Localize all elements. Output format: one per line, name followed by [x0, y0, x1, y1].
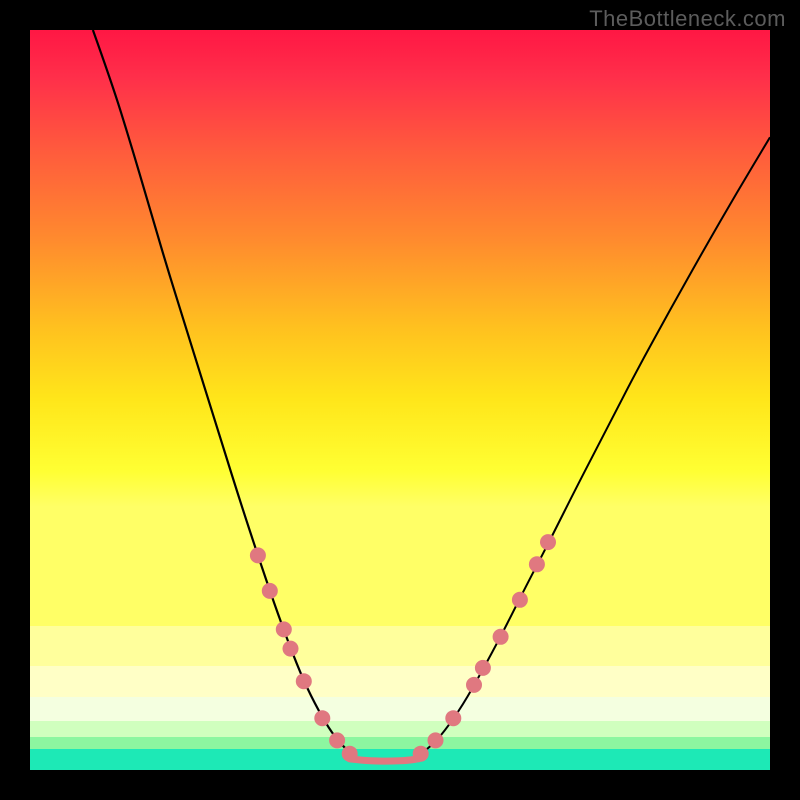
bottom-segment	[350, 759, 419, 761]
markers-right	[413, 534, 556, 762]
data-marker	[529, 556, 545, 572]
data-marker	[493, 629, 509, 645]
curve-right	[415, 137, 770, 758]
data-marker	[296, 673, 312, 689]
plot-area	[30, 30, 770, 770]
data-marker	[283, 641, 299, 657]
data-marker	[512, 592, 528, 608]
data-marker	[475, 660, 491, 676]
data-marker	[262, 583, 278, 599]
data-marker	[540, 534, 556, 550]
data-marker	[329, 732, 345, 748]
data-marker	[413, 746, 429, 762]
data-marker	[428, 732, 444, 748]
data-marker	[250, 547, 266, 563]
data-marker	[466, 677, 482, 693]
data-marker	[445, 710, 461, 726]
data-marker	[314, 710, 330, 726]
watermark-text: TheBottleneck.com	[589, 6, 786, 32]
data-marker	[276, 621, 292, 637]
curves-svg	[30, 30, 770, 770]
curve-left	[93, 30, 356, 758]
data-marker	[342, 746, 358, 762]
